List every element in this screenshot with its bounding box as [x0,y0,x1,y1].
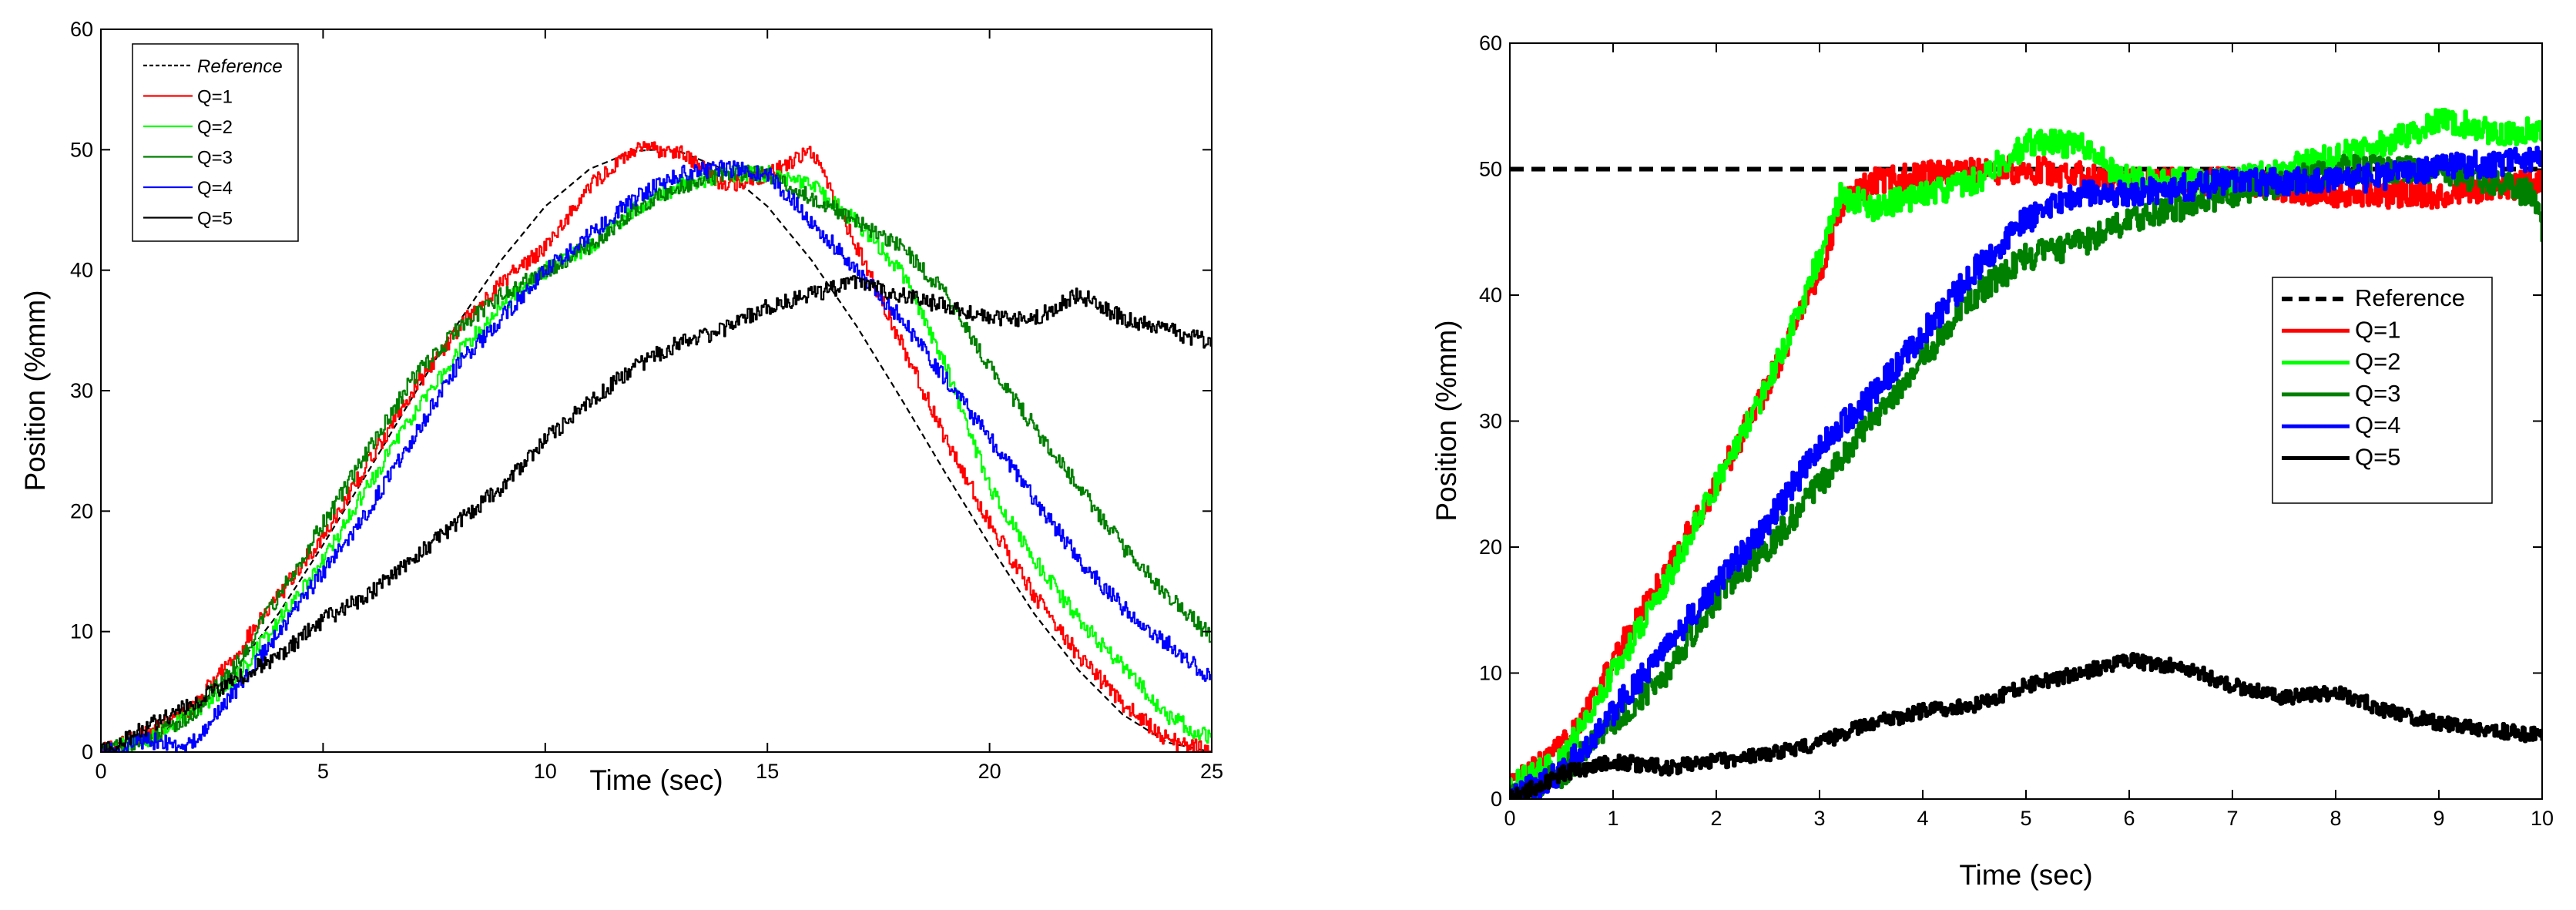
x-tick-label: 2 [1710,807,1722,830]
x-tick-label: 0 [1504,807,1515,830]
y-tick-label: 0 [82,740,93,764]
legend: Reference Q=1 Q=2 Q=3 Q=4 Q=5 [2272,277,2493,504]
series-line-q-4 [101,160,1212,752]
x-tick-label: 9 [2433,807,2444,830]
legend-label: Q=4 [197,178,233,199]
series-group [101,141,1212,752]
x-tick-label: 25 [1200,760,1223,783]
y-tick-label: 0 [1491,787,1502,811]
y-axis-label: Position (%mm) [1431,320,1462,521]
x-tick-label: 15 [756,760,779,783]
legend-label: Q=2 [197,117,233,138]
y-tick-label: 20 [1479,536,1502,559]
x-tick-label: 0 [95,760,106,783]
legend: Reference Q=1 Q=2 Q=3 Q=4 Q=5 [132,43,299,242]
series-line-q-5 [101,275,1212,752]
x-tick-label: 10 [534,760,557,783]
x-tick-label: 8 [2329,807,2341,830]
x-tick-label: 20 [978,760,1001,783]
legend-label: Q=3 [197,148,233,169]
series-line-q-5 [1510,652,2542,799]
x-tick-label: 1 [1607,807,1618,830]
y-tick-label: 50 [70,138,93,161]
legend-label: Q=5 [2355,444,2400,471]
y-tick-label: 10 [70,620,93,643]
legend-label: Q=5 [197,209,233,230]
x-axis-label: Time (sec) [589,764,723,796]
series-line-q-2 [1510,107,2542,799]
series-group [1510,107,2542,799]
y-tick-label: 60 [1479,32,1502,55]
y-axis-label: Position (%mm) [19,290,51,491]
legend-label: Reference [197,56,283,77]
chart-left: 0 5 10 15 20 25 0 10 20 30 40 50 60 Time (sec) Positio… [19,18,1223,796]
x-tick-label: 5 [317,760,329,783]
y-tick-label: 50 [1479,158,1502,181]
legend-label: Q=2 [2355,348,2400,375]
y-tick-label: 10 [1479,662,1502,685]
legend-label: Q=4 [2355,411,2400,438]
x-tick-label: 5 [2020,807,2031,830]
series-line-reference [101,149,1212,752]
y-tick-label: 40 [70,259,93,282]
series-line-q-4 [1510,146,2542,799]
x-axis-label: Time (sec) [1959,859,2092,891]
legend-label: Q=3 [2355,380,2400,407]
legend-box [132,43,299,242]
x-tick-label: 3 [1813,807,1825,830]
x-tick-label: 6 [2123,807,2135,830]
y-tick-label: 30 [1479,410,1502,433]
y-tick-label: 20 [70,499,93,522]
legend-box [2272,277,2493,504]
y-tick-label: 60 [70,18,93,41]
legend-label: Reference [2355,284,2465,311]
chart-right: 0 1 2 3 4 5 6 7 8 9 10 0 10 20 30 40 50 60 Time (sec) Posit… [1431,32,2554,891]
x-tick-label: 7 [2226,807,2238,830]
x-tick-label: 4 [1917,807,1928,830]
y-tick-label: 30 [70,379,93,402]
x-tick-label: 10 [2531,807,2554,830]
legend-label: Q=1 [197,87,233,108]
y-tick-label: 40 [1479,284,1502,307]
legend-label: Q=1 [2355,316,2400,343]
